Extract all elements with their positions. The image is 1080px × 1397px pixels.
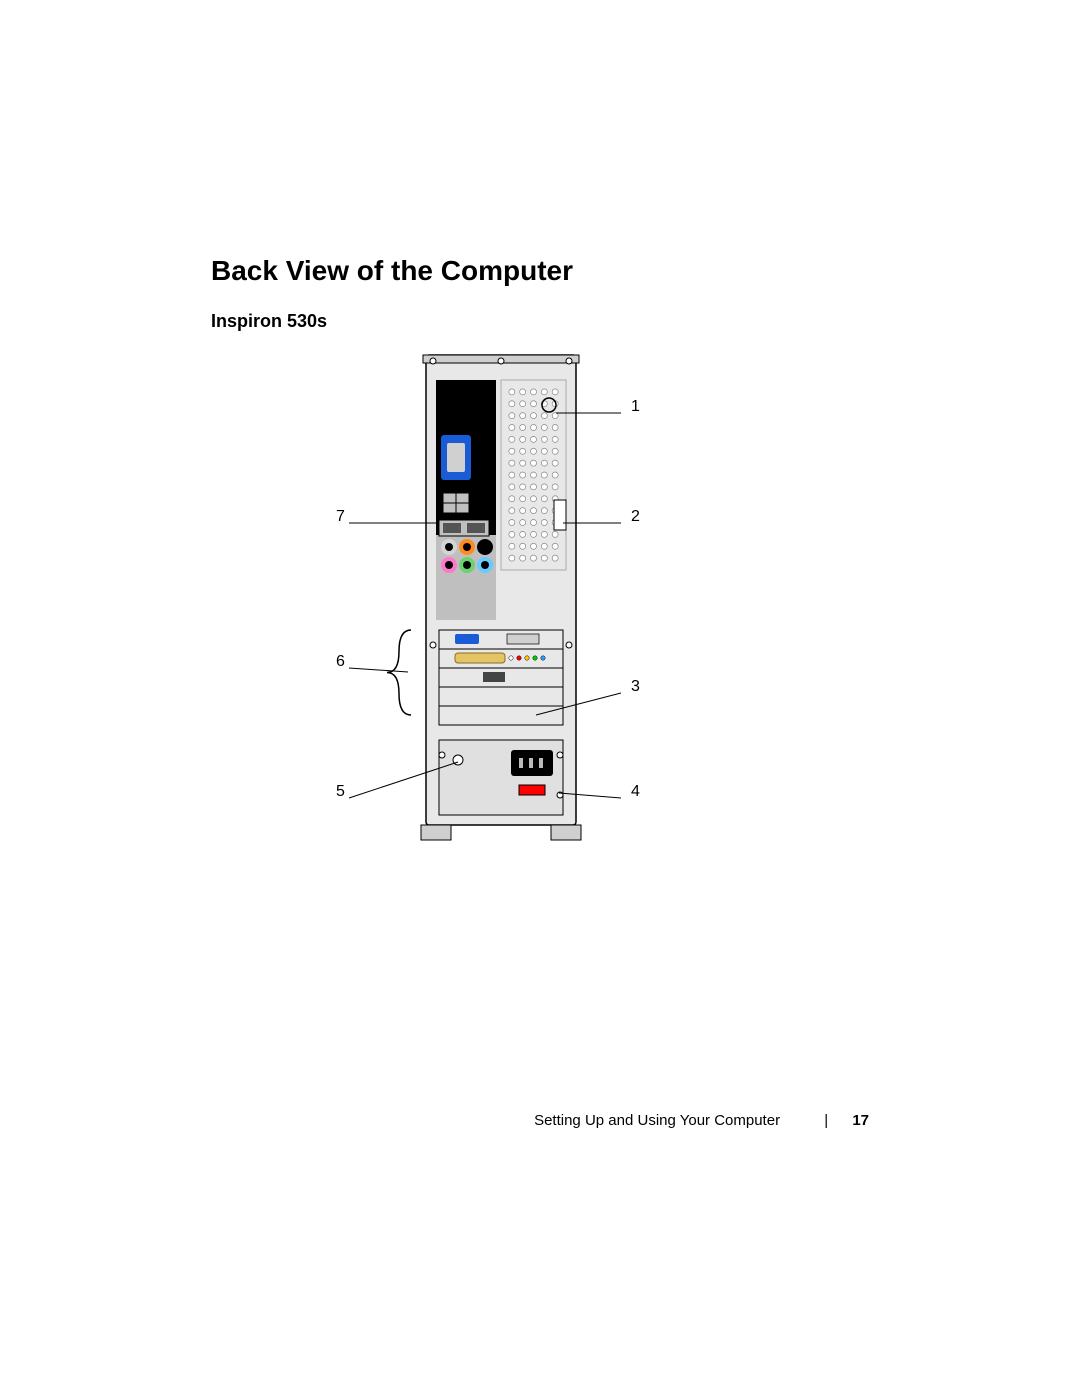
footer-section: Setting Up and Using Your Computer <box>534 1112 780 1129</box>
callout-2: 2 <box>631 508 640 525</box>
page-subheading: Inspiron 530s <box>211 311 327 332</box>
page: Back View of the Computer Inspiron 530s … <box>0 0 1080 1397</box>
callout-5: 5 <box>336 783 345 800</box>
diagram-svg: 1 2 3 4 5 6 7 <box>211 345 871 885</box>
callout-7: 7 <box>336 508 345 525</box>
callout-3: 3 <box>631 678 640 695</box>
callout-6: 6 <box>336 653 345 670</box>
callout-4: 4 <box>631 783 640 800</box>
footer-divider: | <box>824 1112 828 1129</box>
footer-page-number: 17 <box>852 1112 869 1129</box>
callout-1: 1 <box>631 398 640 415</box>
page-footer: Setting Up and Using Your Computer | 17 <box>209 1112 869 1129</box>
page-heading: Back View of the Computer <box>211 255 573 287</box>
computer-back-diagram: 1 2 3 4 5 6 7 <box>211 345 871 885</box>
